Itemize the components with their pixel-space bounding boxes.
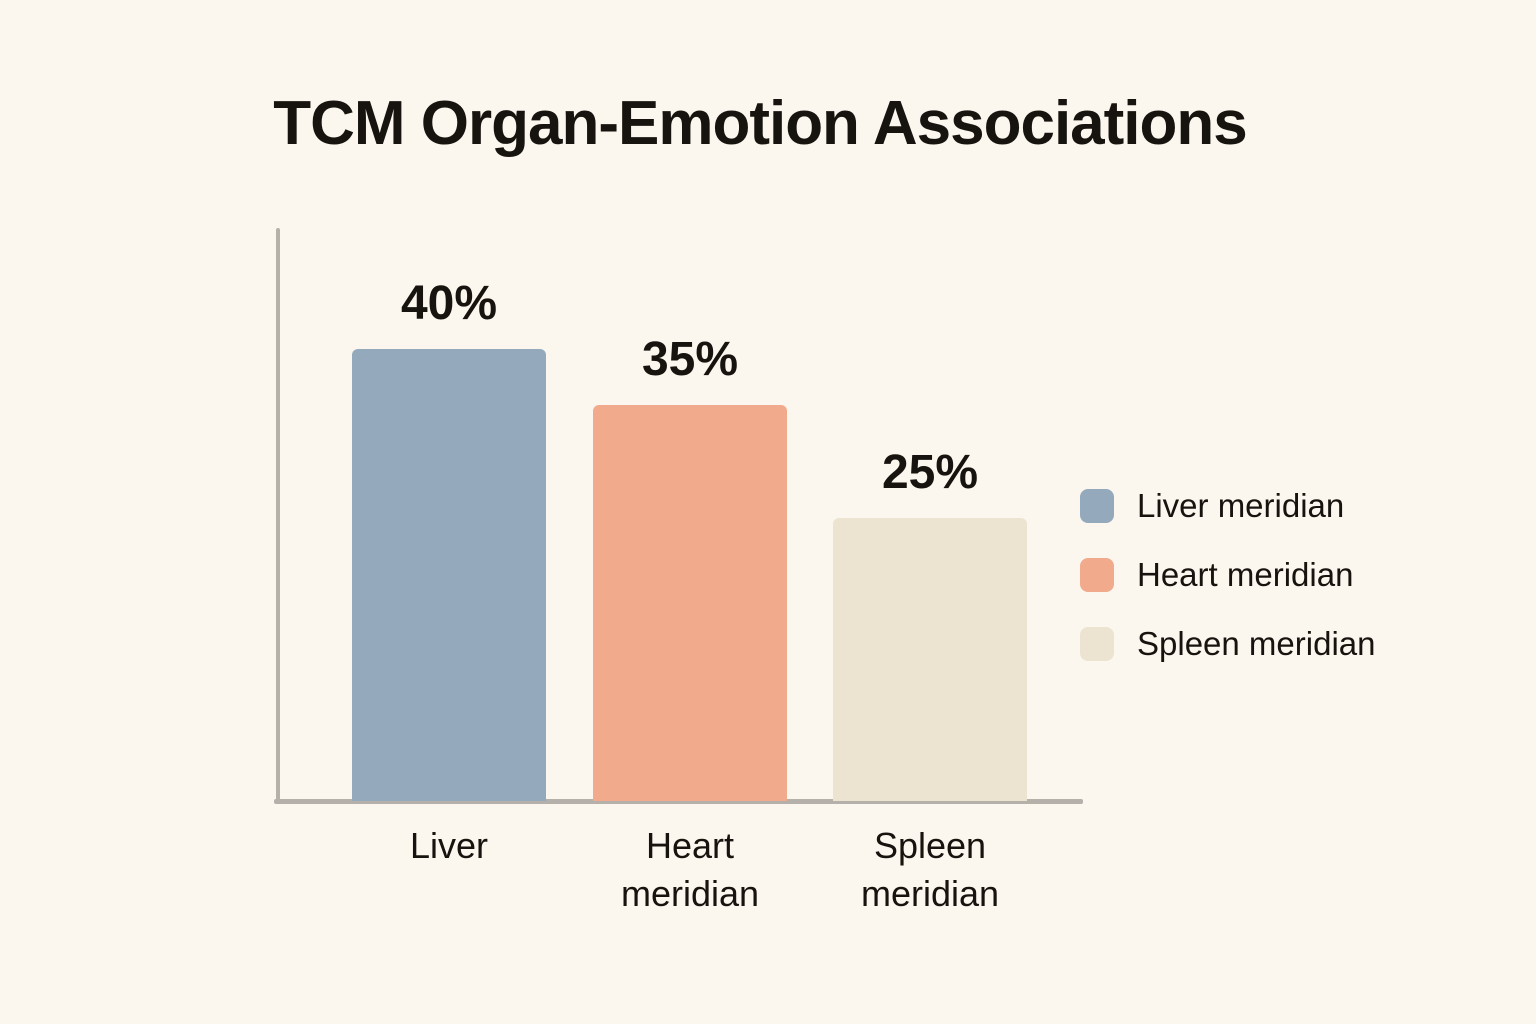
legend-swatch-icon — [1080, 627, 1114, 661]
bar-1 — [593, 405, 787, 801]
x-axis-label: Heart meridian — [620, 825, 760, 914]
bar-value-label: 35% — [641, 333, 739, 386]
legend-swatch-icon — [1080, 489, 1114, 523]
chart-title: TCM Organ-Emotion Associations — [273, 89, 1248, 158]
x-axis-line — [274, 799, 1083, 804]
bar-2 — [833, 518, 1027, 801]
y-axis-line — [276, 228, 280, 803]
bar-0 — [352, 349, 546, 801]
legend-label: Spleen meridian — [1137, 625, 1376, 662]
legend-row: Heart meridian — [1080, 556, 1375, 594]
bar-value-label: 40% — [400, 277, 498, 330]
legend-row: Spleen meridian — [1080, 625, 1375, 663]
x-axis-label: Liver — [409, 825, 489, 866]
legend-row: Liver meridian — [1080, 487, 1375, 525]
legend-swatch-icon — [1080, 558, 1114, 592]
legend-label: Heart meridian — [1137, 556, 1354, 593]
bar-value-label: 25% — [881, 446, 979, 499]
legend: Liver meridian Heart meridian Spleen merid… — [1080, 487, 1375, 694]
legend-label: Liver meridian — [1137, 487, 1345, 524]
x-axis-label: Spleen meridian — [860, 825, 1000, 914]
